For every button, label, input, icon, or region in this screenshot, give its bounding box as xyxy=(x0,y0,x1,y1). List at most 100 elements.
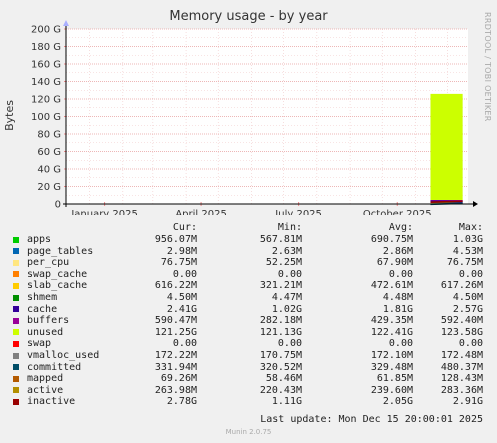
legend-swatch xyxy=(13,294,19,301)
x-tick-label: January 2025 xyxy=(70,209,138,215)
legend-min-value: 321.21M xyxy=(259,280,302,292)
legend-min-value: 220.43M xyxy=(259,384,302,396)
legend-max-value: 123.58G xyxy=(440,326,483,338)
legend-avg-value: 2.86M xyxy=(382,245,413,257)
legend-min-value: 567.81M xyxy=(259,234,302,245)
legend-cur-value: 2.41G xyxy=(166,303,197,315)
legend-swatch xyxy=(13,364,19,371)
y-tick-label: 100 G xyxy=(31,112,61,123)
legend-min-value: 1.11G xyxy=(271,396,302,408)
legend-cur-value: 0.00 xyxy=(172,268,197,280)
memory-chart: 0 20 G 40 G 60 G 80 G 100 G 120 G 140 G 160 G 180… xyxy=(31,20,478,215)
legend-avg-value: 239.60M xyxy=(370,384,413,396)
y-tick-labels: 0 20 G 40 G 60 G 80 G 100 G 120 G 140 G 160 G 180… xyxy=(31,25,66,211)
legend-avg-value: 2.05G xyxy=(382,396,413,408)
x-tick-label: July 2025 xyxy=(274,209,322,215)
legend-swatch xyxy=(13,248,19,255)
chart-title: Memory usage - by year xyxy=(169,9,328,24)
legend-swatch xyxy=(13,282,19,289)
area-buffers xyxy=(430,199,463,201)
y-tick-label: 200 G xyxy=(31,25,61,36)
legend-name: swap_cache xyxy=(27,268,88,280)
legend-avg-value: 172.10M xyxy=(370,349,413,361)
y-tick-label: 0 xyxy=(55,200,61,211)
legend-name: vmalloc_used xyxy=(27,349,100,361)
legend-cur-value: 331.94M xyxy=(154,361,197,373)
area-unused xyxy=(430,93,463,200)
legend-cur-value: 956.07M xyxy=(154,234,197,245)
legend-max-value: 480.37M xyxy=(440,361,483,373)
legend-avg-value: 472.61M xyxy=(370,280,413,292)
legend-cur-value: 0.00 xyxy=(172,338,197,350)
legend-min-value: 4.47M xyxy=(271,291,302,303)
legend-name: unused xyxy=(27,326,64,338)
munin-version: Munin 2.0.75 xyxy=(225,428,272,436)
legend-swatch xyxy=(13,352,19,359)
y-tick-label: 180 G xyxy=(31,42,61,53)
legend-avg-value: 61.85M xyxy=(376,373,413,385)
line-inactive xyxy=(430,200,463,203)
y-tick-label: 80 G xyxy=(37,130,61,141)
legend-min-value: 52.25M xyxy=(265,257,302,269)
legend-name: shmem xyxy=(27,291,58,303)
legend-name: swap xyxy=(27,338,52,350)
stacked-areas xyxy=(430,93,463,204)
legend-name: cache xyxy=(27,303,58,315)
legend-cur-value: 2.98M xyxy=(166,245,197,257)
legend-max-value: 0.00 xyxy=(458,268,483,280)
legend-cur-value: 69.26M xyxy=(160,373,197,385)
legend-name: buffers xyxy=(27,315,70,327)
legend-name: per_cpu xyxy=(27,257,70,269)
legend-swatch xyxy=(13,306,19,313)
legend-cur-value: 590.47M xyxy=(154,315,197,327)
major-grid xyxy=(66,28,468,187)
legend-avg-value: 0.00 xyxy=(388,268,413,280)
legend-min-value: 121.13G xyxy=(259,326,302,338)
legend-name: apps xyxy=(27,234,52,245)
legend-min-value: 2.63M xyxy=(271,245,302,257)
legend-name: active xyxy=(27,384,64,396)
legend-avg-value: 67.90M xyxy=(376,257,413,269)
legend-cur-value: 2.78G xyxy=(166,396,197,408)
legend-min-value: 170.75M xyxy=(259,349,302,361)
legend-cur-value: 76.75M xyxy=(160,257,197,269)
legend-min-value: 282.18M xyxy=(259,315,302,327)
legend-swatch xyxy=(13,387,19,394)
x-tick-label: October 2025 xyxy=(363,209,432,215)
legend-name: inactive xyxy=(27,396,76,408)
legend-name: mapped xyxy=(27,373,64,385)
legend-max-value: 4.50M xyxy=(452,291,483,303)
legend-header-max: Max: xyxy=(458,222,483,233)
legend-avg-value: 690.75M xyxy=(370,234,413,245)
y-tick-label: 140 G xyxy=(31,77,61,88)
legend-min-value: 0.00 xyxy=(277,338,302,350)
legend-swatch xyxy=(13,329,19,336)
last-update: Last update: Mon Dec 15 20:00:01 2025 xyxy=(260,414,483,425)
legend-cur-value: 4.50M xyxy=(166,291,197,303)
legend-avg-value: 122.41G xyxy=(370,326,413,338)
legend-cur-value: 172.22M xyxy=(154,349,197,361)
legend-swatch xyxy=(13,259,19,266)
legend-swatch xyxy=(13,236,19,243)
legend-name: slab_cache xyxy=(27,280,88,292)
legend-min-value: 1.02G xyxy=(271,303,302,315)
legend-name: committed xyxy=(27,361,82,373)
legend-cur-value: 263.98M xyxy=(154,384,197,396)
legend-cur-value: 121.25G xyxy=(154,326,197,338)
legend-max-value: 4.53M xyxy=(452,245,483,257)
legend-avg-value: 1.81G xyxy=(382,303,413,315)
legend-name: page_tables xyxy=(27,245,94,257)
legend-swatch xyxy=(13,375,19,382)
legend-swatch xyxy=(13,271,19,278)
rrdtool-credit: RRDTOOL / TOBI OETIKER xyxy=(483,12,492,122)
legend-min-value: 320.52M xyxy=(259,361,302,373)
y-tick-label: 60 G xyxy=(37,147,61,158)
x-axis-arrow xyxy=(473,201,478,207)
legend-max-value: 0.00 xyxy=(458,338,483,350)
y-tick-label: 20 G xyxy=(37,182,61,193)
legend-max-value: 2.57G xyxy=(452,303,483,315)
x-tick-label: April 2025 xyxy=(175,209,226,215)
y-axis-arrow xyxy=(63,20,69,26)
legend-avg-value: 4.48M xyxy=(382,291,413,303)
y-tick-label: 120 G xyxy=(31,95,61,106)
